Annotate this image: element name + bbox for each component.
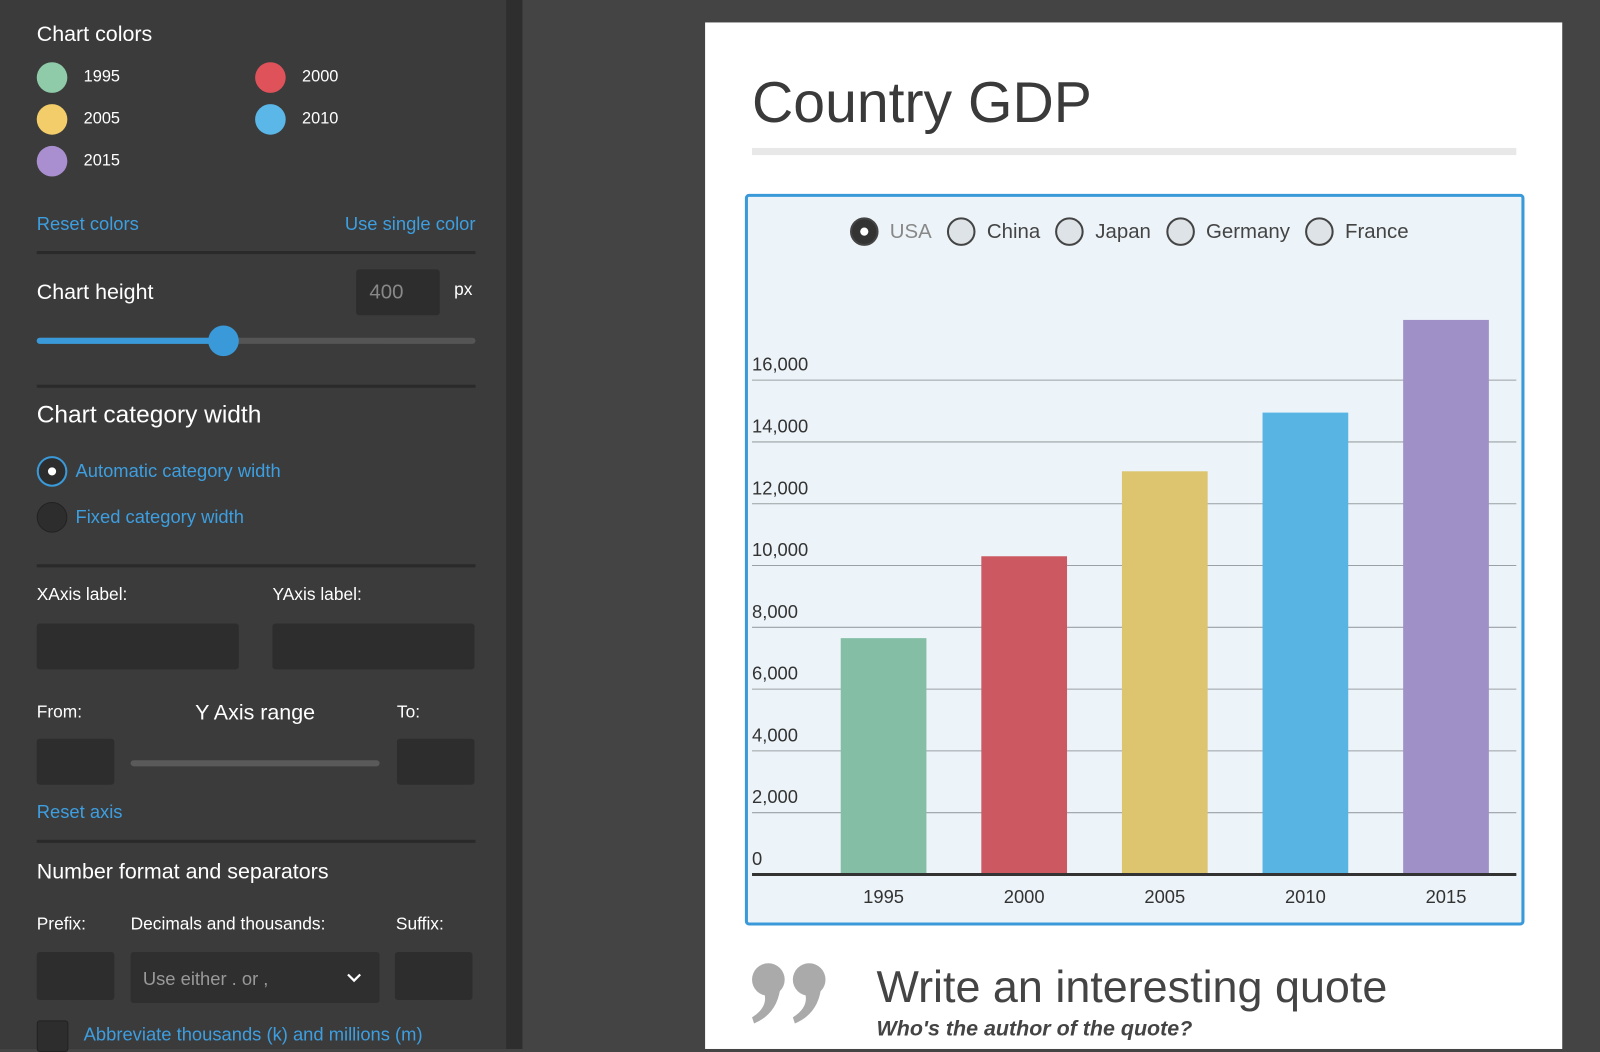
quote-author: Who's the author of the quote? bbox=[876, 1017, 1193, 1041]
height-input[interactable] bbox=[356, 269, 440, 316]
swatch-label: 2015 bbox=[83, 152, 120, 170]
swatch-label: 2005 bbox=[83, 110, 120, 128]
chevron bbox=[347, 973, 361, 983]
reset-axis[interactable]: Reset axis bbox=[36, 801, 123, 822]
x-tick-label: 2015 bbox=[1426, 886, 1467, 907]
country-radio[interactable] bbox=[1055, 217, 1085, 246]
swatch[interactable] bbox=[255, 62, 286, 93]
splitter bbox=[506, 0, 523, 1049]
y-tick-label: 8,000 bbox=[752, 601, 798, 622]
label: From: bbox=[36, 702, 83, 722]
unit: px bbox=[454, 279, 473, 299]
single-color[interactable]: Use single color bbox=[344, 213, 476, 235]
bar bbox=[1262, 412, 1349, 875]
y-tick-label: 2,000 bbox=[752, 786, 798, 807]
y-tick-label: 0 bbox=[752, 848, 762, 869]
title-rule bbox=[752, 147, 1517, 156]
chart: 0 2,000 4,000 6,000 8,000 10,000 12,000 14,000 1… bbox=[752, 319, 1517, 907]
y-tick-label: 4,000 bbox=[752, 724, 798, 745]
x-tick-label: 2000 bbox=[1004, 886, 1045, 907]
select[interactable] bbox=[130, 952, 380, 1004]
checkbox[interactable] bbox=[36, 1020, 69, 1052]
y-tick-label: 16,000 bbox=[752, 354, 808, 375]
input[interactable] bbox=[36, 952, 115, 1000]
swatch[interactable] bbox=[36, 104, 68, 135]
slider-fill bbox=[36, 337, 224, 344]
swatch[interactable] bbox=[255, 104, 286, 135]
label: YAxis label: bbox=[272, 584, 362, 605]
slider-track bbox=[36, 337, 476, 344]
label: Y Axis range bbox=[195, 701, 316, 725]
input[interactable] bbox=[272, 623, 475, 670]
country-radio[interactable] bbox=[1166, 217, 1195, 246]
x-tick-label: 2010 bbox=[1285, 886, 1326, 907]
input[interactable] bbox=[394, 952, 473, 1000]
bar bbox=[1403, 319, 1489, 875]
y-tick-label: 14,000 bbox=[752, 416, 808, 437]
y-tick-label: 6,000 bbox=[752, 663, 798, 684]
heading: Chart category width bbox=[36, 401, 262, 429]
radio-label[interactable]: Fixed category width bbox=[75, 506, 244, 528]
country-label[interactable]: Germany bbox=[1206, 219, 1290, 243]
swatch[interactable] bbox=[36, 145, 68, 177]
swatch-label: 1995 bbox=[83, 68, 120, 86]
label: XAxis label: bbox=[36, 584, 128, 605]
slider-knob[interactable] bbox=[208, 325, 239, 357]
quote-mark bbox=[752, 963, 826, 1024]
bar bbox=[981, 556, 1068, 875]
sidebar: Chart colors 1995 2000 2005 2010 2015 Reset … bbox=[0, 0, 507, 1052]
y-tick-label: 10,000 bbox=[752, 539, 808, 560]
y-tick-label: 12,000 bbox=[752, 477, 808, 498]
radio-dot bbox=[860, 227, 869, 236]
radio[interactable] bbox=[36, 502, 68, 533]
range-track bbox=[130, 760, 380, 767]
chart-box: USA China Japan Germany France 0 2,000 4,000 6,… bbox=[744, 193, 1525, 926]
country-radio[interactable] bbox=[947, 217, 976, 246]
heading: Number format and separators bbox=[36, 860, 329, 884]
country-label[interactable]: USA bbox=[889, 219, 932, 243]
label: Suffix: bbox=[395, 914, 444, 934]
label: To: bbox=[396, 702, 421, 722]
x-tick-label: 2005 bbox=[1144, 886, 1185, 907]
divider bbox=[36, 839, 476, 843]
swatch[interactable] bbox=[36, 62, 68, 93]
divider bbox=[36, 564, 476, 568]
label: Decimals and thousands: bbox=[130, 914, 326, 934]
swatch-label: 2010 bbox=[302, 110, 339, 128]
checkbox-label[interactable]: Abbreviate thousands (k) and millions (m… bbox=[83, 1023, 423, 1045]
country-radio[interactable] bbox=[1305, 217, 1334, 246]
divider bbox=[36, 251, 476, 255]
country-label[interactable]: Japan bbox=[1095, 219, 1151, 243]
reset-colors[interactable]: Reset colors bbox=[36, 213, 139, 235]
input[interactable] bbox=[36, 738, 115, 785]
height-value: 400 bbox=[369, 281, 404, 304]
input[interactable] bbox=[396, 738, 475, 785]
country-radio[interactable] bbox=[849, 217, 879, 246]
country-selector: USA China Japan Germany France bbox=[849, 217, 1409, 246]
divider bbox=[36, 384, 476, 388]
x-tick-label: 1995 bbox=[863, 886, 904, 907]
bar bbox=[840, 638, 927, 875]
country-label[interactable]: France bbox=[1345, 219, 1409, 243]
country-label[interactable]: China bbox=[986, 219, 1041, 243]
select-text: Use either . or , bbox=[142, 968, 269, 990]
heading: Chart colors bbox=[36, 22, 153, 46]
page-title: Country GDP bbox=[752, 69, 1092, 135]
input[interactable] bbox=[36, 623, 239, 670]
heading: Chart height bbox=[36, 280, 154, 305]
radio[interactable] bbox=[36, 456, 68, 487]
swatch-label: 2000 bbox=[302, 68, 339, 86]
bar bbox=[1121, 471, 1208, 875]
radio-label[interactable]: Automatic category width bbox=[75, 460, 281, 482]
label: Prefix: bbox=[36, 914, 86, 934]
quote: Write an interesting quote bbox=[876, 962, 1388, 1013]
